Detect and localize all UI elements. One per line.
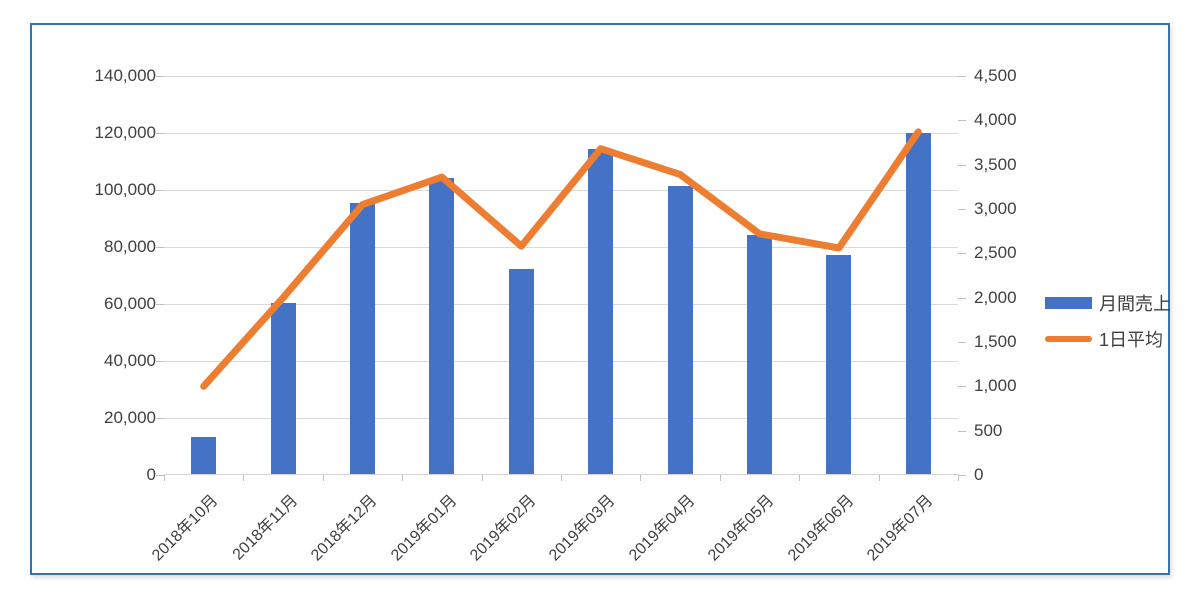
x-axis-tick <box>164 475 165 481</box>
x-axis-tick <box>640 475 642 481</box>
x-axis-tick <box>719 475 721 481</box>
left-axis-tick-label: 60,000 <box>104 294 156 313</box>
legend-label: 月間売上 <box>1099 294 1171 314</box>
legend: 月間売上 1日平均 <box>1045 291 1171 363</box>
bar-2019年02月 <box>508 268 534 474</box>
bar-2018年11月 <box>270 303 296 474</box>
x-axis-label: 2019年04月 <box>625 492 699 565</box>
x-axis-label: 2019年01月 <box>387 492 460 565</box>
right-axis-tick-label: 3,500 <box>974 154 1017 174</box>
legend-item-daily-average: 1日平均 <box>1045 327 1171 351</box>
left-axis-tick-label: 20,000 <box>104 408 156 427</box>
gridline <box>164 76 958 77</box>
right-axis-tick-label: 0 <box>974 465 984 484</box>
x-axis-tick <box>799 475 801 481</box>
x-axis-tick <box>561 475 562 481</box>
bar-swatch-icon <box>1045 297 1092 309</box>
x-axis-label: 2018年11月 <box>229 492 302 564</box>
left-axis-tick <box>156 475 164 476</box>
bar-2019年05月 <box>747 234 772 474</box>
right-axis-tick-label: 2,000 <box>974 287 1017 307</box>
x-axis-label: 2019年03月 <box>546 492 619 565</box>
left-axis-tick-label: 140,000 <box>94 66 156 85</box>
right-axis-tick <box>958 164 966 166</box>
left-axis-tick <box>156 418 164 419</box>
x-axis-tick <box>402 475 404 481</box>
legend-label: 1日平均 <box>1099 330 1164 350</box>
left-axis-tick <box>156 190 164 191</box>
right-axis-tick <box>958 342 966 343</box>
left-axis-tick-label: 0 <box>146 465 156 484</box>
bar-2019年06月 <box>826 254 852 474</box>
gridline <box>164 361 958 362</box>
bar-2018年12月 <box>350 203 375 474</box>
left-axis-tick <box>156 361 164 362</box>
right-axis-tick <box>958 76 966 77</box>
legend-item-monthly-sales: 月間売上 <box>1045 291 1171 315</box>
x-axis-label: 2018年12月 <box>308 492 381 565</box>
line-series-daily-average <box>200 128 922 390</box>
x-axis-tick <box>322 475 324 481</box>
x-axis-tick <box>481 475 483 481</box>
right-axis-tick-label: 4,000 <box>974 110 1017 130</box>
left-axis-tick <box>156 304 164 305</box>
left-axis-tick <box>156 247 164 248</box>
right-axis-tick <box>958 253 966 255</box>
bar-2019年01月 <box>429 177 455 474</box>
bar-2019年04月 <box>667 186 693 474</box>
gridline <box>164 190 958 191</box>
bar-2019年07月 <box>905 133 931 474</box>
bar-2019年03月 <box>588 149 614 474</box>
gridline <box>164 247 958 248</box>
right-axis-tick-label: 500 <box>974 420 1003 440</box>
right-axis-tick <box>958 120 966 122</box>
x-axis-tick <box>958 475 959 481</box>
x-axis-label: 2019年07月 <box>863 492 937 565</box>
right-axis-tick-label: 1,000 <box>974 376 1017 396</box>
left-axis-tick <box>156 76 164 77</box>
right-axis-tick-label: 1,500 <box>974 332 1017 351</box>
gridline <box>164 304 958 305</box>
daily-average-line <box>200 128 922 390</box>
left-axis-tick-label: 40,000 <box>104 351 156 370</box>
left-axis-tick-label: 100,000 <box>94 180 156 199</box>
x-axis-tick <box>243 475 245 481</box>
x-axis-label: 2019年06月 <box>784 492 857 565</box>
gridline <box>164 133 958 134</box>
line-swatch-icon <box>1045 336 1092 342</box>
right-axis-tick-label: 2,500 <box>974 243 1017 263</box>
x-axis-label: 2019年02月 <box>466 492 540 565</box>
right-axis-tick-label: 4,500 <box>974 66 1017 85</box>
right-axis-tick <box>958 297 966 299</box>
gridline <box>164 418 958 419</box>
x-axis-label: 2018年10月 <box>149 492 222 565</box>
x-axis-label: 2019年05月 <box>705 492 778 565</box>
right-axis-tick <box>958 430 966 432</box>
right-axis-tick-label: 3,000 <box>974 199 1017 218</box>
left-axis-tick-label: 120,000 <box>94 123 156 142</box>
right-axis-tick <box>958 209 966 210</box>
x-axis-tick <box>878 475 880 481</box>
left-axis-tick-label: 80,000 <box>104 237 156 256</box>
right-axis-tick <box>958 386 966 388</box>
chart-frame: 140,000 120,000 100,000 80,000 60,000 40,000 2… <box>30 23 1171 575</box>
plot-area <box>164 76 958 475</box>
bar-2018年10月 <box>191 436 217 474</box>
left-axis-tick <box>156 133 164 134</box>
right-axis-tick <box>958 475 966 476</box>
